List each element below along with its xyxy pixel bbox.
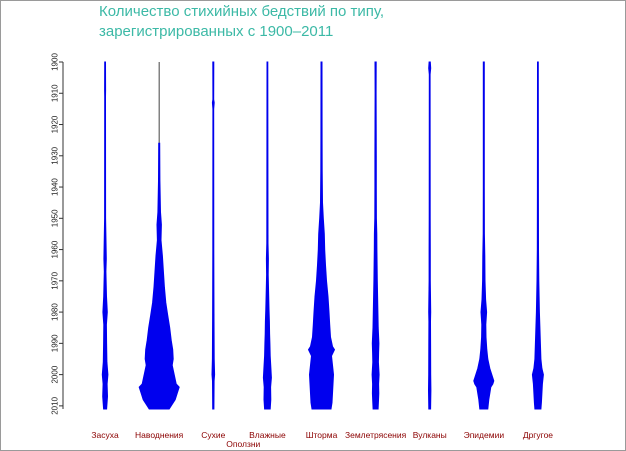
chart-title-line-2: зарегистрированных с 1900–2011 — [99, 23, 334, 40]
violin-2 — [211, 61, 216, 410]
y-tick-label: 1900 — [51, 53, 60, 71]
y-axis: 1900 1910 1920 1930 1940 1950 1960 1970 1980 1990… — [51, 53, 64, 415]
chart-title: Количество стихийных бедствий по типу, з… — [99, 2, 559, 42]
violin-shape — [211, 61, 216, 410]
violin-6 — [427, 61, 432, 410]
violin-shape — [101, 61, 109, 410]
violin-shape — [307, 61, 336, 410]
x-tick-label: Дргугое — [523, 430, 553, 440]
violin-0 — [101, 61, 109, 410]
x-tick-label: Наводнения — [135, 430, 184, 440]
y-tick-label: 2010 — [51, 396, 60, 414]
violin-4 — [307, 61, 336, 410]
y-tick-label: 1910 — [51, 84, 60, 102]
x-tick-label: Вулканы — [413, 430, 447, 440]
violin-3 — [262, 61, 272, 410]
violin-1 — [138, 62, 180, 410]
x-tick-label: Засуха — [91, 430, 119, 440]
x-tick-label: Эпидемии — [464, 430, 505, 440]
violin-marks — [101, 61, 544, 410]
x-tick-label-line2: Оползни — [226, 439, 260, 449]
y-tick-label: 1940 — [51, 178, 60, 196]
y-tick-label: 1970 — [51, 271, 60, 289]
violin-5 — [371, 61, 380, 410]
violin-7 — [473, 61, 495, 410]
x-tick-label: Шторма — [306, 430, 338, 440]
violin-shape — [427, 61, 432, 410]
y-tick-label: 1980 — [51, 303, 60, 321]
x-tick-label: Землетрясения — [345, 430, 407, 440]
y-tick-label: 1920 — [51, 115, 60, 133]
violin-shape — [371, 61, 380, 410]
x-tick-label: Сухие — [201, 430, 225, 440]
y-tick-label: 1950 — [51, 209, 60, 227]
violin-shape — [473, 61, 495, 410]
y-tick-label: 1990 — [51, 334, 60, 352]
violin-shape — [138, 142, 180, 410]
violin-shape — [531, 61, 544, 410]
y-tick-label: 1930 — [51, 146, 60, 164]
y-tick-label: 1960 — [51, 240, 60, 258]
chart-title-line-1: Количество стихийных бедствий по типу, — [99, 3, 385, 20]
violin-8 — [531, 61, 544, 410]
x-tick-label: Влажные — [249, 430, 286, 440]
y-tick-label: 2000 — [51, 365, 60, 383]
violin-shape — [262, 61, 272, 410]
